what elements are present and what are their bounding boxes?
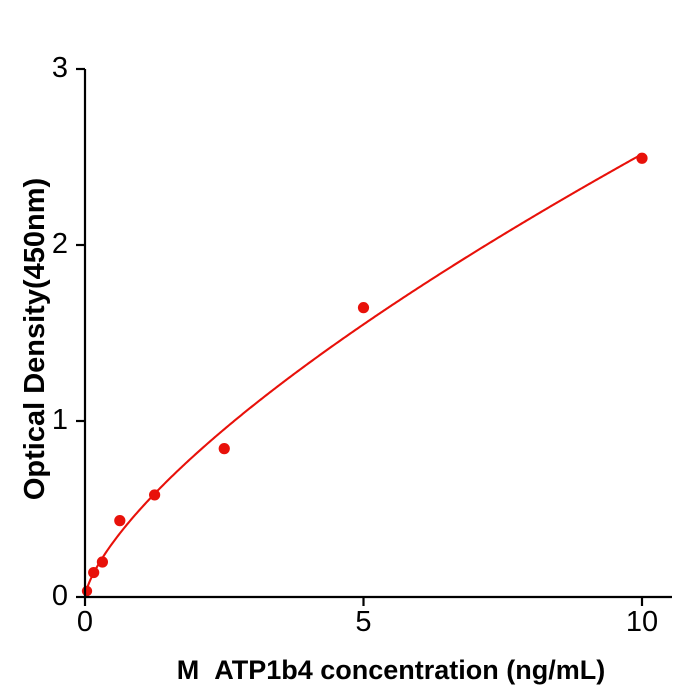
svg-text:Optical Density(450nm): Optical Density(450nm) bbox=[19, 178, 51, 500]
svg-text:10: 10 bbox=[626, 606, 658, 638]
svg-text:0: 0 bbox=[77, 606, 93, 638]
svg-text:2: 2 bbox=[52, 228, 68, 260]
svg-text:5: 5 bbox=[355, 606, 371, 638]
svg-text:0: 0 bbox=[52, 580, 68, 612]
svg-text:1: 1 bbox=[52, 404, 68, 436]
svg-text:3: 3 bbox=[52, 52, 68, 84]
svg-text:M ATP1b4 concentration (ng/mL: M ATP1b4 concentration (ng/mL) bbox=[177, 655, 606, 685]
